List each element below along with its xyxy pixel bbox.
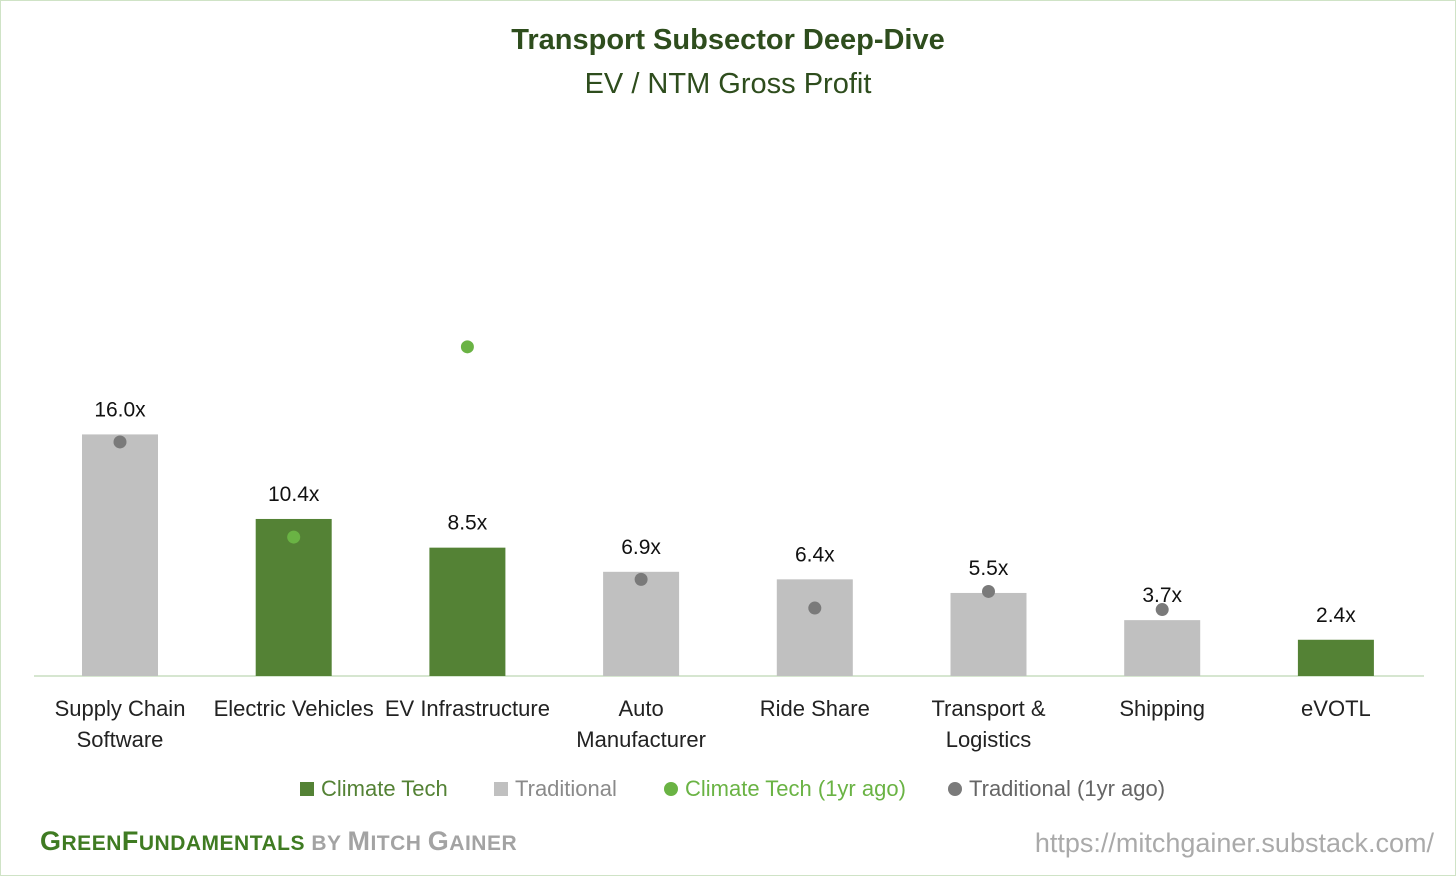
x-tick-label-4-0: Ride Share (760, 696, 870, 721)
point-1yr-1 (287, 530, 301, 544)
data-label-5: 5.5x (969, 557, 1009, 580)
bar-0 (82, 434, 158, 676)
bar-7 (1297, 639, 1374, 676)
data-label-4: 6.4x (795, 543, 835, 566)
data-label-2: 8.5x (448, 512, 488, 535)
point-1yr-6 (1155, 603, 1169, 617)
x-tick-label-0-1: Software (77, 727, 164, 752)
legend-swatch-climate_1yr (664, 782, 678, 796)
bar-1 (255, 518, 332, 676)
brand-part: G (427, 826, 450, 856)
brand-logo: GREENFUNDAMENTALS BY MITCH GAINER (40, 826, 517, 857)
brand-part: REEN (61, 832, 122, 855)
data-label-3: 6.9x (621, 536, 661, 559)
legend-item-traditional: Traditional (494, 776, 617, 802)
x-tick-label-6-0: Shipping (1119, 696, 1205, 721)
data-label-7: 2.4x (1316, 604, 1356, 627)
x-tick-label-7-0: eVOTL (1301, 696, 1371, 721)
chart-title: Transport Subsector Deep-Dive (511, 24, 945, 56)
legend-swatch-traditional_1yr (948, 782, 962, 796)
legend-swatch-climate (300, 782, 314, 796)
data-label-0: 16.0x (94, 398, 146, 421)
point-1yr-4 (808, 601, 822, 615)
point-1yr-2 (460, 340, 474, 354)
chart-subtitle: EV / NTM Gross Profit (584, 68, 872, 100)
chart-legend: Climate Tech Traditional Climate Tech (1yr… (0, 776, 1456, 808)
brand-part: G (40, 826, 62, 856)
legend-item-traditional_1yr: Traditional (1yr ago) (948, 776, 1165, 802)
data-label-1: 10.4x (268, 483, 320, 506)
legend-item-climate_1yr: Climate Tech (1yr ago) (664, 776, 906, 802)
brand-part: AINER (449, 832, 518, 855)
brand-part: M (347, 826, 371, 856)
brand-part: F (121, 826, 139, 856)
source-url: https://mitchgainer.substack.com/ (1034, 828, 1434, 858)
x-tick-label-2-0: EV Infrastructure (385, 696, 550, 721)
brand-part: ITCH (370, 832, 428, 855)
point-1yr-3 (634, 572, 648, 586)
brand-part: BY (304, 832, 348, 855)
brand-part: UNDAMENTALS (138, 832, 305, 855)
legend-label-climate: Climate Tech (321, 776, 448, 801)
legend-label-traditional_1yr: Traditional (1yr ago) (969, 776, 1166, 801)
x-tick-label-5-0: Transport & (931, 696, 1045, 721)
legend-label-climate_1yr: Climate Tech (1yr ago) (685, 776, 906, 801)
x-tick-label-0-0: Supply Chain (55, 696, 186, 721)
bar-5 (950, 592, 1027, 676)
x-tick-label-3-1: Manufacturer (576, 727, 706, 752)
x-tick-label-3-0: Auto (618, 696, 663, 721)
data-label-6: 3.7x (1142, 584, 1182, 607)
legend-label-traditional: Traditional (515, 776, 617, 801)
bar-6 (1124, 620, 1201, 676)
x-tick-label-5-1: Logistics (946, 727, 1032, 752)
point-1yr-5 (982, 584, 995, 598)
legend-item-climate: Climate Tech (300, 776, 448, 802)
bar-2 (429, 547, 506, 676)
x-tick-label-1-0: Electric Vehicles (214, 696, 374, 721)
point-1yr-0 (113, 435, 127, 449)
legend-swatch-traditional (494, 782, 508, 796)
bar-3 (603, 571, 680, 676)
bar-4 (776, 579, 853, 676)
